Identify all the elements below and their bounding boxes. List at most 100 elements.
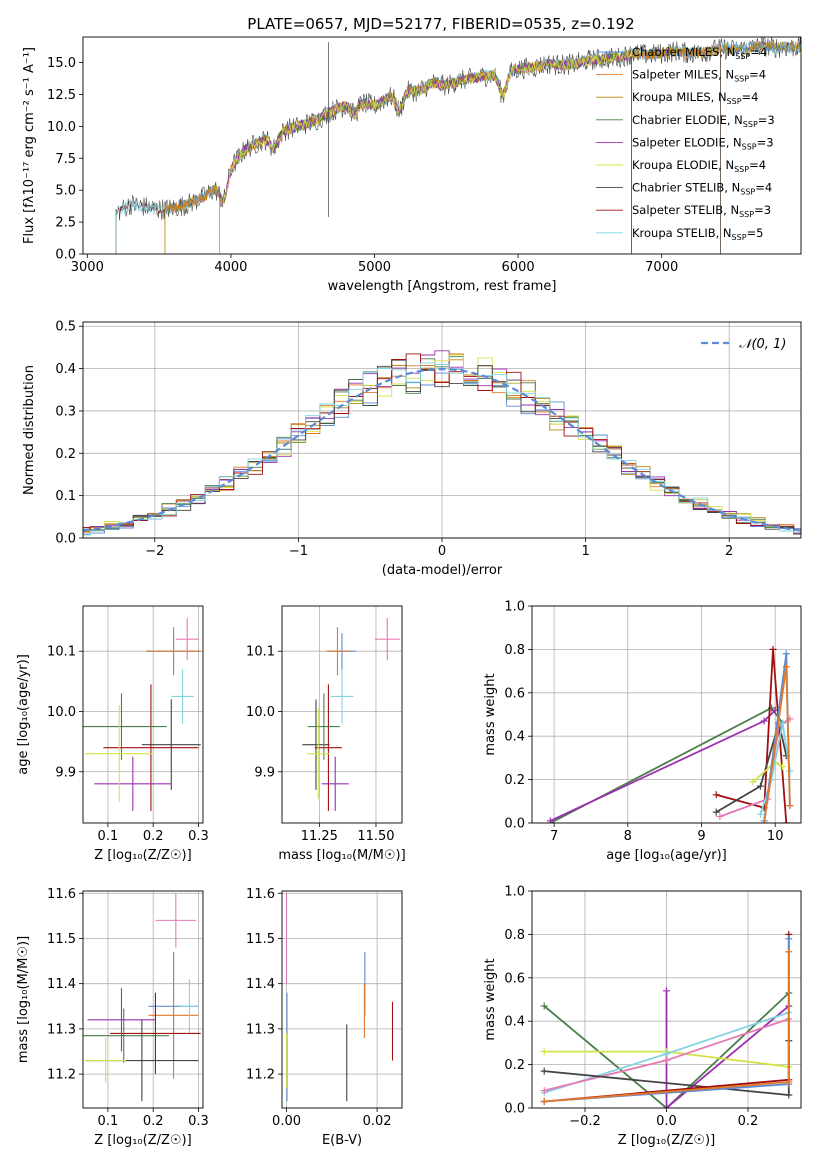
x-tick-label: 0.2 [143,1114,164,1129]
spectrum-line-kroupa-elodie [219,49,632,254]
weight-marker [540,1002,548,1010]
gaussian-curve [82,367,802,532]
y-tick-label: 0.2 [55,447,76,462]
x-tick-label: 2 [725,544,733,559]
figure-title: PLATE=0657, MJD=52177, FIBERID=0535, z=0… [247,15,634,33]
x-tick-label: 11.50 [357,829,394,844]
y-tick-label: 1.0 [504,600,525,615]
y-tick-label: 9.9 [55,765,76,780]
panel-weight-vs-z: −0.2 0.0 0.2 0.0 0.2 0.4 0.6 0.8 1.0 Z [log₁₀(Z/Z… [483,885,802,1148]
weight-marker [785,935,793,943]
x-tick-label: 1 [581,544,589,559]
x-axis-label: wavelength [Angstrom, rest frame] [328,279,557,294]
x-tick-label: 0.02 [363,1114,392,1129]
weight-marker [760,717,768,725]
y-axis-label: age [log₁₀(age/yr)] [16,654,31,775]
weight-line [715,719,788,813]
weight-marker [663,1056,670,1064]
weight-marker [540,1097,548,1105]
y-tick-label: 11.5 [246,932,275,947]
y-tick-label: 0.0 [504,1102,525,1117]
y-axis-label: Flux [fλ10⁻¹⁷ erg cm⁻² s⁻¹ A⁻¹] [22,47,37,244]
axes-frame [82,890,204,1109]
panel-age-vs-mass: 11.25 11.50 9.9 10.0 10.1 mass [log₁₀(M/M☉)] [246,605,406,863]
panel-residuals: −2 −1 0 1 2 0.0 0.1 0.2 0.3 0.4 0.5 (data-model)/er… [22,320,802,578]
y-tick-label: 0.6 [504,686,525,701]
legend-entry: Salpeter ELODIE, NSSP=3 [632,135,774,151]
weight-marker [769,645,777,653]
legend-entry: Kroupa MILES, NSSP=4 [632,90,758,106]
weight-line [759,723,791,815]
legend-entry: Kroupa ELODIE, NSSP=4 [632,158,766,174]
x-tick-label: 3000 [71,260,104,275]
x-tick-label: 4000 [214,260,247,275]
weight-marker [782,819,790,823]
y-axis-label: mass weight [483,958,498,1040]
weight-marker [785,1091,793,1099]
y-tick-label: 0.0 [504,817,525,832]
spectrum-line-chabrier-elodie [219,49,632,254]
panel-mass-vs-z: 0.1 0.2 0.3 11.2 11.3 11.4 11.5 11.6 Z [log₁₀(Z/… [16,887,209,1148]
axes-frame [82,605,204,824]
weight-marker [712,808,720,816]
x-tick-label: 0.3 [188,1114,209,1129]
y-tick-label: 15.0 [47,56,76,71]
x-axis-label: age [log₁₀(age/yr)] [606,848,727,863]
panel-spectrum: 3000 4000 5000 6000 7000 0.0 2.5 5.0 7.5 10.0 12.5… [22,36,802,294]
x-tick-label: 0 [438,544,446,559]
y-tick-label: 0.6 [504,971,525,986]
y-tick-label: 0.1 [55,489,76,504]
weight-marker [756,810,764,818]
weight-marker [782,663,790,671]
y-tick-label: 2.5 [55,216,76,231]
x-tick-label: 0.0 [656,1114,677,1129]
axes-frame [281,605,403,824]
x-axis-label: E(B-V) [322,1133,362,1148]
weight-marker [779,763,787,771]
weight-marker [540,1048,548,1056]
y-tick-label: 11.4 [246,977,275,992]
x-tick-label: 6000 [502,260,535,275]
y-tick-label: 0.2 [504,773,525,788]
weight-line [665,990,790,1108]
weight-marker [546,817,554,823]
axes-frame [281,890,403,1109]
weight-marker [786,802,794,810]
y-tick-label: 10.1 [47,645,76,660]
panel-weight-vs-age: 7 8 9 10 0.0 0.2 0.4 0.6 0.8 1.0 age [log₁₀(age/yr… [483,600,802,863]
legend-entry: Salpeter MILES, NSSP=4 [632,68,766,84]
y-tick-label: 12.5 [47,88,76,103]
weight-marker [782,650,790,658]
x-tick-label: 9 [697,829,705,844]
axes-frame [82,36,802,255]
y-tick-label: 11.6 [246,887,275,902]
x-tick-label: 8 [624,829,632,844]
y-tick-label: 11.4 [47,977,76,992]
legend-entry: Kroupa STELIB, NSSP=5 [632,226,763,242]
y-tick-label: 0.4 [504,1015,525,1030]
legend-entry: Chabrier ELODIE, NSSP=3 [632,113,775,129]
x-tick-label: 0.1 [98,829,119,844]
x-axis-label: (data-model)/error [382,563,503,578]
x-tick-label: 7 [550,829,558,844]
x-axis-label: Z [log₁₀(Z/Z☉)] [618,1133,715,1148]
axes-frame [531,605,802,824]
x-tick-label: 5000 [358,260,391,275]
weight-marker [663,1104,670,1108]
y-tick-label: 0.5 [55,320,76,335]
weight-marker [540,1067,548,1075]
weight-marker [749,778,757,786]
legend-entry: Chabrier STELIB, NSSP=4 [632,181,772,197]
weight-marker [785,948,793,956]
y-axis-label: Normed distribution [22,365,37,495]
panel-mass-vs-ebv: 0.00 0.02 11.2 11.3 11.4 11.5 11.6 E(B-V) [246,887,403,1148]
weight-line [752,761,784,783]
x-axis-label: mass [log₁₀(M/M☉)] [278,848,405,863]
weight-line [543,992,790,1108]
panel-age-vs-z: 0.1 0.2 0.3 9.9 10.0 10.1 Z [log₁₀(Z/Z☉)] age [… [16,605,209,863]
legend-entry: Chabrier MILES, NSSP=4 [632,45,767,61]
y-tick-label: 10.0 [47,705,76,720]
x-tick-label: −0.2 [569,1114,601,1129]
x-tick-label: 0.2 [143,829,164,844]
